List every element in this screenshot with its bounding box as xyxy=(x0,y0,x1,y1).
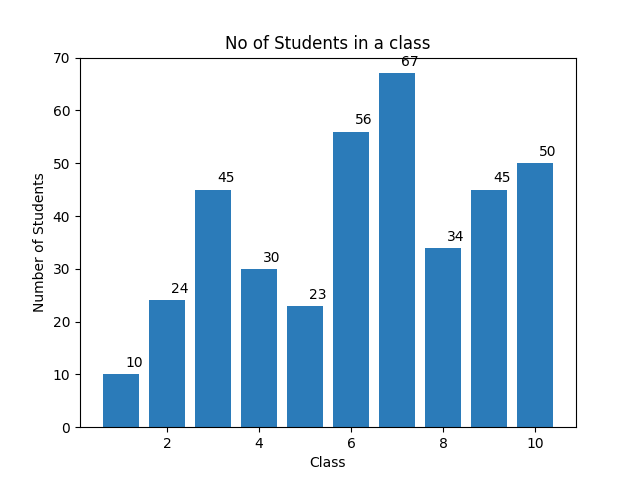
Bar xyxy=(287,306,323,427)
Text: 23: 23 xyxy=(309,288,326,301)
Text: 34: 34 xyxy=(447,229,465,243)
Bar xyxy=(470,190,508,427)
Bar xyxy=(148,300,186,427)
Title: No of Students in a class: No of Students in a class xyxy=(225,35,431,53)
Text: 67: 67 xyxy=(401,55,419,69)
Bar xyxy=(102,374,140,427)
Bar xyxy=(516,163,554,427)
Bar xyxy=(424,248,461,427)
Text: 56: 56 xyxy=(355,113,372,127)
Bar xyxy=(333,132,369,427)
Bar xyxy=(195,190,232,427)
X-axis label: Class: Class xyxy=(310,456,346,470)
Text: 24: 24 xyxy=(171,282,189,296)
Text: 45: 45 xyxy=(493,171,511,185)
Y-axis label: Number of Students: Number of Students xyxy=(33,172,47,312)
Text: 45: 45 xyxy=(217,171,235,185)
Text: 50: 50 xyxy=(540,145,557,159)
Bar xyxy=(379,73,415,427)
Text: 30: 30 xyxy=(263,251,281,264)
Text: 10: 10 xyxy=(125,356,143,370)
Bar xyxy=(241,269,277,427)
